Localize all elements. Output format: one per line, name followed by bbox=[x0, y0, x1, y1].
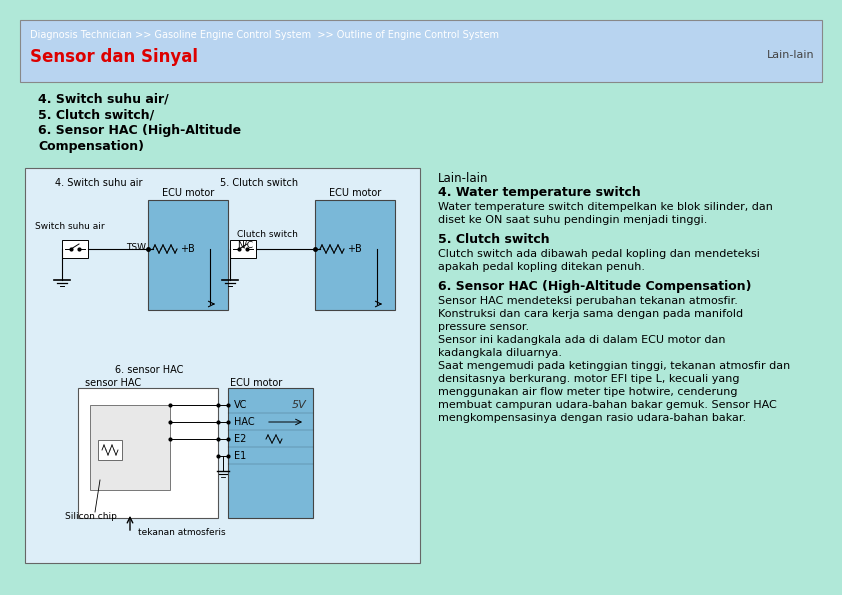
Text: 5V: 5V bbox=[292, 400, 307, 410]
Bar bbox=[98, 440, 122, 460]
Text: HAC: HAC bbox=[234, 417, 254, 427]
Text: Sensor ini kadangkala ada di dalam ECU motor dan: Sensor ini kadangkala ada di dalam ECU m… bbox=[438, 335, 726, 345]
Text: densitasnya berkurang. motor EFI tipe L, kecuali yang: densitasnya berkurang. motor EFI tipe L,… bbox=[438, 374, 739, 384]
Text: Saat mengemudi pada ketinggian tinggi, tekanan atmosfir dan: Saat mengemudi pada ketinggian tinggi, t… bbox=[438, 361, 791, 371]
Text: ECU motor: ECU motor bbox=[329, 188, 381, 198]
Text: ECU motor: ECU motor bbox=[230, 378, 282, 388]
Text: Silicon chip: Silicon chip bbox=[65, 512, 117, 521]
Bar bbox=[90, 405, 170, 490]
Text: Compensation): Compensation) bbox=[38, 140, 144, 153]
Text: 4. Switch suhu air: 4. Switch suhu air bbox=[55, 178, 142, 188]
Text: N/C: N/C bbox=[237, 240, 253, 249]
Text: Diagnosis Technician >> Gasoline Engine Control System  >> Outline of Engine Con: Diagnosis Technician >> Gasoline Engine … bbox=[30, 30, 499, 40]
Text: apakah pedal kopling ditekan penuh.: apakah pedal kopling ditekan penuh. bbox=[438, 262, 645, 272]
Text: +B: +B bbox=[347, 244, 362, 254]
Text: 5. Clutch switch/: 5. Clutch switch/ bbox=[38, 108, 154, 121]
Text: 4. Water temperature switch: 4. Water temperature switch bbox=[438, 186, 641, 199]
Text: 5. Clutch switch: 5. Clutch switch bbox=[220, 178, 298, 188]
Text: 4. Switch suhu air/: 4. Switch suhu air/ bbox=[38, 92, 168, 105]
Text: ECU motor: ECU motor bbox=[162, 188, 214, 198]
Bar bbox=[20, 20, 822, 82]
Text: Sensor dan Sinyal: Sensor dan Sinyal bbox=[30, 48, 198, 66]
Text: +B: +B bbox=[180, 244, 195, 254]
Text: Sensor HAC mendeteksi perubahan tekanan atmosfir.: Sensor HAC mendeteksi perubahan tekanan … bbox=[438, 296, 738, 306]
Text: E1: E1 bbox=[234, 451, 246, 461]
Text: tekanan atmosferis: tekanan atmosferis bbox=[138, 528, 226, 537]
Text: menggunakan air flow meter tipe hotwire, cenderung: menggunakan air flow meter tipe hotwire,… bbox=[438, 387, 738, 397]
Text: diset ke ON saat suhu pendingin menjadi tinggi.: diset ke ON saat suhu pendingin menjadi … bbox=[438, 215, 707, 225]
Text: Lain-lain: Lain-lain bbox=[767, 50, 815, 60]
Text: E2: E2 bbox=[234, 434, 247, 444]
Text: VC: VC bbox=[234, 400, 248, 410]
Text: Switch suhu air: Switch suhu air bbox=[35, 222, 104, 231]
Text: 6. Sensor HAC (High-Altitude: 6. Sensor HAC (High-Altitude bbox=[38, 124, 241, 137]
Text: mengkompensasinya dengan rasio udara-bahan bakar.: mengkompensasinya dengan rasio udara-bah… bbox=[438, 413, 746, 423]
Text: 6. Sensor HAC (High-Altitude Compensation): 6. Sensor HAC (High-Altitude Compensatio… bbox=[438, 280, 752, 293]
Bar bbox=[62, 240, 88, 258]
Text: sensor HAC: sensor HAC bbox=[85, 378, 141, 388]
Text: 6. sensor HAC: 6. sensor HAC bbox=[115, 365, 184, 375]
Text: pressure sensor.: pressure sensor. bbox=[438, 322, 529, 332]
Bar bbox=[228, 388, 313, 518]
Bar bbox=[78, 388, 218, 518]
Text: membuat campuran udara-bahan bakar gemuk. Sensor HAC: membuat campuran udara-bahan bakar gemuk… bbox=[438, 400, 777, 410]
Text: Clutch switch: Clutch switch bbox=[237, 230, 298, 239]
Text: Clutch switch ada dibawah pedal kopling dan mendeteksi: Clutch switch ada dibawah pedal kopling … bbox=[438, 249, 759, 259]
Text: kadangkala diluarnya.: kadangkala diluarnya. bbox=[438, 348, 562, 358]
Bar bbox=[25, 168, 420, 563]
Bar bbox=[148, 200, 228, 310]
Text: Water temperature switch ditempelkan ke blok silinder, dan: Water temperature switch ditempelkan ke … bbox=[438, 202, 773, 212]
Text: TSW: TSW bbox=[126, 243, 146, 252]
Text: Konstruksi dan cara kerja sama dengan pada manifold: Konstruksi dan cara kerja sama dengan pa… bbox=[438, 309, 743, 319]
Text: 5. Clutch switch: 5. Clutch switch bbox=[438, 233, 550, 246]
Text: Lain-lain: Lain-lain bbox=[438, 172, 488, 185]
Bar bbox=[230, 240, 256, 258]
Bar bbox=[315, 200, 395, 310]
